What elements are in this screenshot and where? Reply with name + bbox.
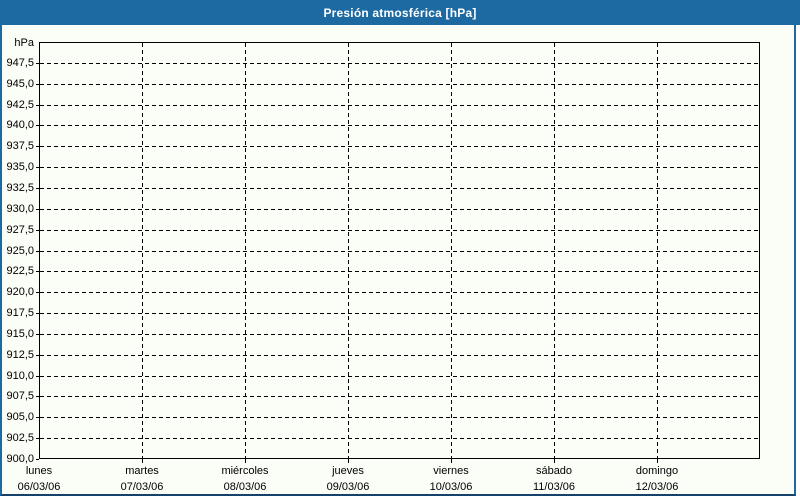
x-day-label: miércoles 08/03/06	[194, 463, 296, 495]
day-name: jueves	[332, 465, 364, 477]
y-tick	[36, 271, 39, 272]
h-gridline	[40, 230, 759, 231]
h-gridline	[40, 146, 759, 147]
h-gridline	[40, 209, 759, 210]
y-tick	[36, 230, 39, 231]
y-tick-label: 907,5	[6, 390, 34, 402]
x-tick	[142, 459, 143, 463]
y-tick-label: 930,0	[6, 203, 34, 215]
day-date: 10/03/06	[429, 481, 473, 493]
y-tick	[36, 396, 39, 397]
y-tick-label: 917,5	[6, 307, 34, 319]
y-tick	[36, 376, 39, 377]
x-tick	[451, 459, 452, 463]
y-tick-label: 935,0	[6, 161, 34, 173]
y-axis-unit-label: hPa	[14, 37, 34, 49]
x-tick	[348, 459, 349, 463]
v-gridline	[348, 43, 349, 458]
x-tick	[554, 459, 555, 463]
y-tick	[36, 417, 39, 418]
day-name: sábado	[535, 465, 573, 477]
y-tick-label: 932,5	[6, 182, 34, 194]
y-tick	[36, 146, 39, 147]
y-tick	[36, 188, 39, 189]
x-day-label: sábado 11/03/06	[503, 463, 605, 495]
y-tick-label: 937,5	[6, 140, 34, 152]
y-tick-label: 922,5	[6, 265, 34, 277]
y-tick	[36, 209, 39, 210]
y-tick	[36, 459, 39, 460]
h-gridline	[40, 376, 759, 377]
h-gridline	[40, 417, 759, 418]
y-tick	[36, 125, 39, 126]
day-name: lunes	[25, 465, 53, 477]
h-gridline	[40, 313, 759, 314]
plot-area	[39, 42, 760, 459]
y-tick	[36, 313, 39, 314]
h-gridline	[40, 188, 759, 189]
h-gridline	[40, 167, 759, 168]
y-tick	[36, 438, 39, 439]
h-gridline	[40, 63, 759, 64]
y-tick-label: 910,0	[6, 370, 34, 382]
h-gridline	[40, 292, 759, 293]
y-tick-label: 925,0	[6, 245, 34, 257]
y-tick	[36, 292, 39, 293]
chart-title: Presión atmosférica [hPa]	[323, 5, 477, 20]
x-day-label: viernes 10/03/06	[400, 463, 502, 495]
day-name: domingo	[635, 465, 679, 477]
h-gridline	[40, 271, 759, 272]
y-tick-label: 912,5	[6, 349, 34, 361]
v-gridline	[142, 43, 143, 458]
v-gridline	[657, 43, 658, 458]
x-day-label: lunes 06/03/06	[0, 463, 90, 495]
y-tick-label: 927,5	[6, 224, 34, 236]
x-day-label: domingo 12/03/06	[606, 463, 708, 495]
y-tick-label: 942,5	[6, 99, 34, 111]
x-tick	[657, 459, 658, 463]
x-day-label: martes 07/03/06	[91, 463, 193, 495]
y-tick-label: 902,5	[6, 432, 34, 444]
h-gridline	[40, 334, 759, 335]
y-tick	[36, 355, 39, 356]
day-date: 11/03/06	[532, 481, 575, 493]
h-gridline	[40, 396, 759, 397]
y-tick-label: 900,0	[6, 453, 34, 465]
day-date: 06/03/06	[17, 481, 61, 493]
y-tick-label: 920,0	[6, 286, 34, 298]
day-date: 09/03/06	[326, 481, 370, 493]
day-name: miércoles	[221, 465, 269, 477]
y-tick	[36, 63, 39, 64]
day-date: 12/03/06	[635, 481, 679, 493]
day-name: martes	[125, 465, 159, 477]
x-tick	[245, 459, 246, 463]
h-gridline	[40, 105, 759, 106]
title-bar: Presión atmosférica [hPa]	[0, 0, 800, 25]
day-date: 08/03/06	[223, 481, 267, 493]
h-gridline	[40, 355, 759, 356]
v-gridline	[245, 43, 246, 458]
h-gridline	[40, 125, 759, 126]
y-tick-label: 945,0	[6, 78, 34, 90]
v-gridline	[451, 43, 452, 458]
h-gridline	[40, 438, 759, 439]
y-tick	[36, 84, 39, 85]
day-name: viernes	[433, 465, 469, 477]
y-tick-label: 947,5	[6, 57, 34, 69]
y-tick-label: 905,0	[6, 411, 34, 423]
v-gridline	[554, 43, 555, 458]
y-tick	[36, 334, 39, 335]
h-gridline	[40, 251, 759, 252]
y-tick	[36, 251, 39, 252]
h-gridline	[40, 84, 759, 85]
y-tick-label: 940,0	[6, 119, 34, 131]
y-tick	[36, 105, 39, 106]
y-tick-label: 915,0	[6, 328, 34, 340]
day-date: 07/03/06	[120, 481, 164, 493]
x-day-label: jueves 09/03/06	[297, 463, 399, 495]
y-tick	[36, 167, 39, 168]
